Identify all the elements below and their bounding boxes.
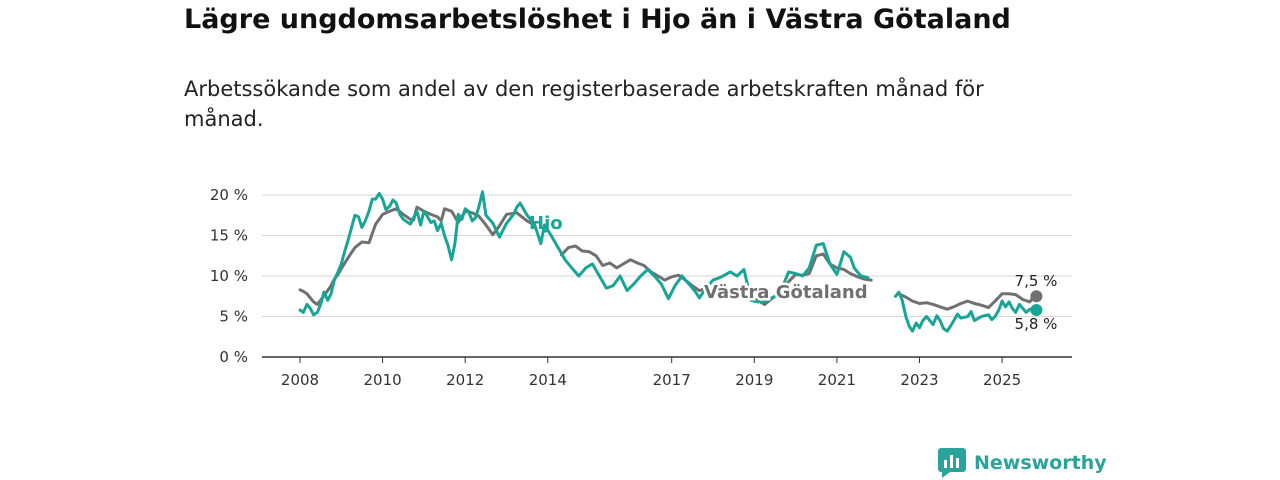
end-label-hjo: 5,8 % <box>1015 315 1058 333</box>
y-tick-label: 10 % <box>210 267 248 285</box>
series-label-hjo: Hjo <box>529 213 563 234</box>
x-tick-label: 2010 <box>364 371 402 389</box>
x-tick-label: 2014 <box>529 371 567 389</box>
brand-name: Newsworthy <box>974 452 1107 474</box>
x-tick-label: 2008 <box>281 371 319 389</box>
end-point-v-stra-g-taland <box>1030 290 1043 303</box>
chart-subtitle: Arbetssökande som andel av den registerb… <box>184 77 984 131</box>
x-axis-ticks: 2008 2010 2012 2014 2017 2019 2021 2023 2025 <box>281 357 1021 389</box>
series-labels: Hjo Västra Götaland 7,5 % 5,8 % <box>529 213 1057 333</box>
y-tick-label: 15 % <box>210 227 248 245</box>
series-line-v-stra-g-taland <box>897 292 1038 311</box>
x-tick-label: 2021 <box>818 371 856 389</box>
chart-title: Lägre ungdomsarbetslöshet i Hjo än i Väs… <box>184 4 1011 35</box>
y-axis-ticks: 0 % 5 % 10 % 15 % 20 % <box>210 186 248 366</box>
newsworthy-logo-icon <box>938 448 966 478</box>
series-lines <box>298 190 1043 333</box>
x-tick-label: 2023 <box>900 371 938 389</box>
series-line-hjo <box>894 290 1038 333</box>
y-tick-label: 5 % <box>219 308 248 326</box>
line-chart: 0 %5 %10 %15 %20 % 2008 2010 2012 2014 2017 2… <box>210 186 1072 389</box>
x-tick-label: 2025 <box>983 371 1021 389</box>
newsworthy-brand: Newsworthy <box>938 448 1107 478</box>
x-tick-label: 2017 <box>653 371 691 389</box>
series-label-vastra-gotaland: Västra Götaland <box>704 282 868 303</box>
series-line-v-stra-g-taland <box>298 205 536 306</box>
series-line-hjo <box>298 190 870 317</box>
end-label-vastra-gotaland: 7,5 % <box>1015 272 1058 290</box>
y-tick-label: 0 % <box>219 348 248 366</box>
end-point-hjo <box>1030 304 1043 317</box>
x-tick-label: 2012 <box>446 371 484 389</box>
y-tick-label: 20 % <box>210 186 248 204</box>
series-line-v-stra-g-taland <box>559 244 873 306</box>
x-tick-label: 2019 <box>735 371 773 389</box>
